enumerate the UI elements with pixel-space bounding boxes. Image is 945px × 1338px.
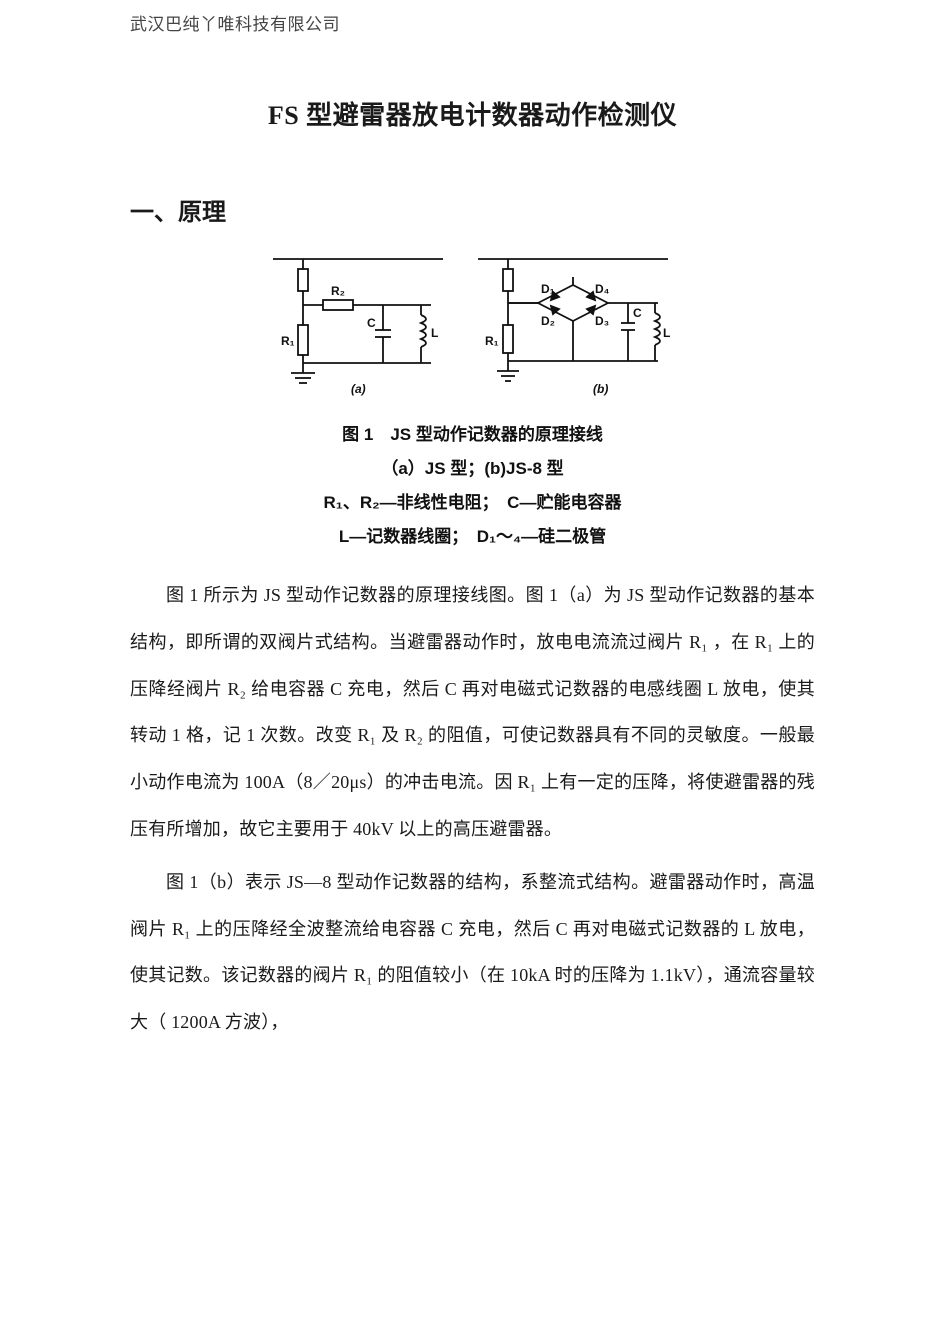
figure-caption-2: （a）JS 型；(b)JS-8 型 xyxy=(130,452,815,486)
figure-caption-4: L—记数器线圈； D₁～₄—硅二极管 xyxy=(130,520,815,554)
label-d4: D₄ xyxy=(595,282,610,296)
label-r2-a: R₂ xyxy=(331,284,345,298)
figure-caption-3: R₁、R₂—非线性电阻； C—贮能电容器 xyxy=(130,486,815,520)
figure-1: R₁ R₂ C L xyxy=(130,245,815,554)
label-d1: D₁ xyxy=(541,282,555,296)
label-b: (b) xyxy=(593,382,608,396)
figure-caption-1: 图 1 JS 型动作记数器的原理接线 xyxy=(130,418,815,452)
label-l-a: L xyxy=(431,326,438,340)
label-d2: D₂ xyxy=(541,314,555,328)
paragraph-1: 图 1 所示为 JS 型动作记数器的原理接线图。图 1（a）为 JS 型动作记数… xyxy=(130,572,815,853)
header-cutoff-text: 武汉巴纯丫唯科技有限公司 xyxy=(130,10,815,35)
label-r1-b: R₁ xyxy=(485,334,499,348)
paragraph-2: 图 1（b）表示 JS—8 型动作记数器的结构，系整流式结构。避雷器动作时，高温… xyxy=(130,859,815,1046)
label-l-b: L xyxy=(663,326,670,340)
circuit-diagram-svg: R₁ R₂ C L xyxy=(263,245,683,405)
label-r1-a: R₁ xyxy=(281,334,295,348)
label-a: (a) xyxy=(351,382,366,396)
label-c-a: C xyxy=(367,316,376,330)
label-d3: D₃ xyxy=(595,314,609,328)
document-title: FS 型避雷器放电计数器动作检测仪 xyxy=(130,95,815,132)
document-page: 武汉巴纯丫唯科技有限公司 FS 型避雷器放电计数器动作检测仪 一、原理 R₁ xyxy=(0,0,945,1046)
section-heading-1: 一、原理 xyxy=(130,192,815,227)
label-c-b: C xyxy=(633,306,642,320)
